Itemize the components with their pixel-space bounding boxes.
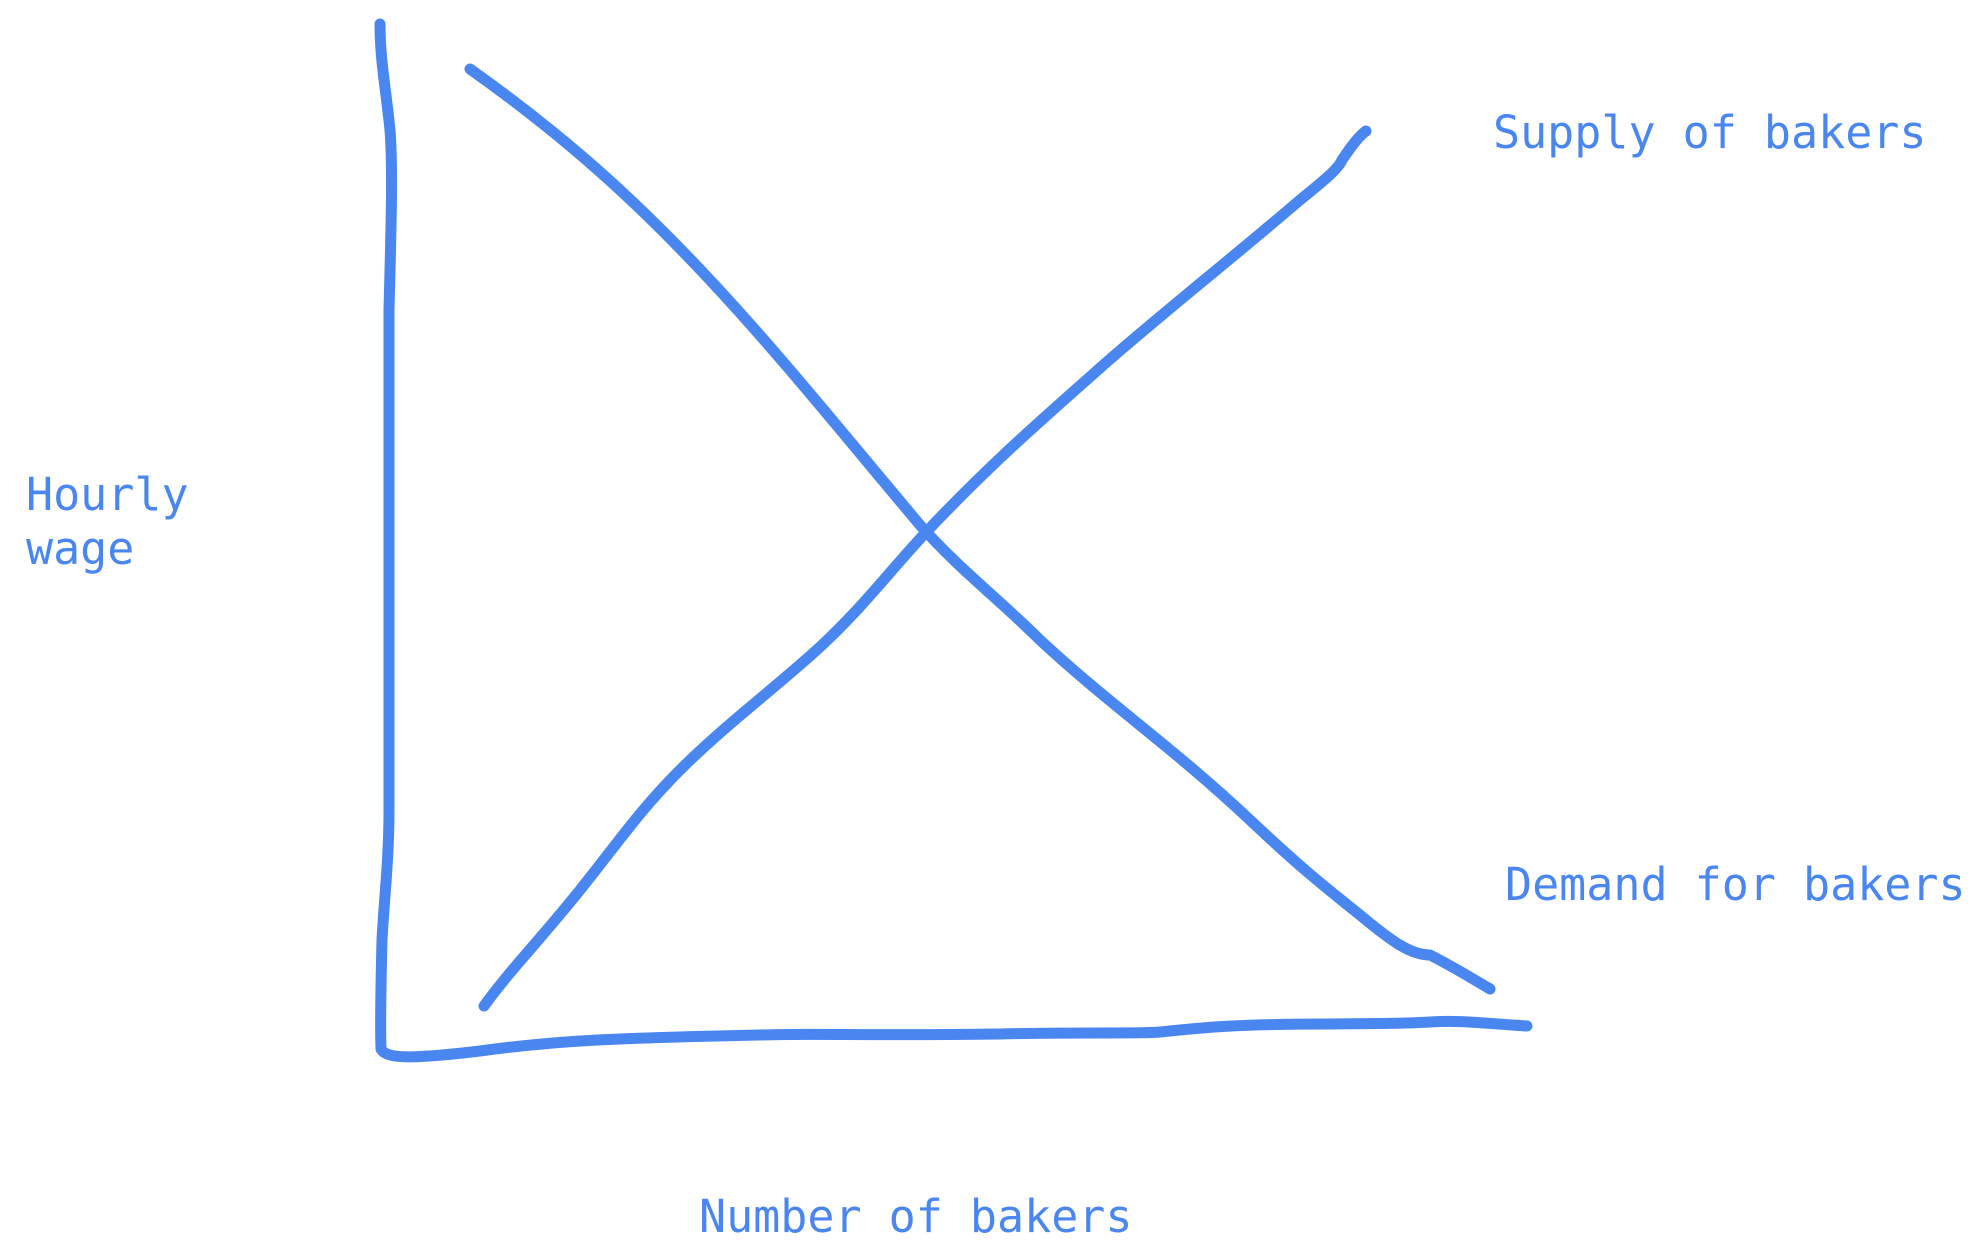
- supply-curve-label: Supply of bakers: [1493, 106, 1927, 159]
- y-axis-label: Hourly wage: [26, 468, 226, 576]
- supply-curve: [478, 125, 1372, 1012]
- demand-curve: [464, 63, 1496, 995]
- y-axis-label-line-1: Hourly: [26, 468, 189, 521]
- y-axis-label-line-2: wage: [26, 522, 135, 575]
- demand-curve-label: Demand for bakers: [1505, 858, 1966, 911]
- y-axis-line: [374, 18, 398, 1055]
- x-axis-label: Number of bakers: [699, 1190, 1133, 1243]
- x-axis-line: [375, 1015, 1533, 1063]
